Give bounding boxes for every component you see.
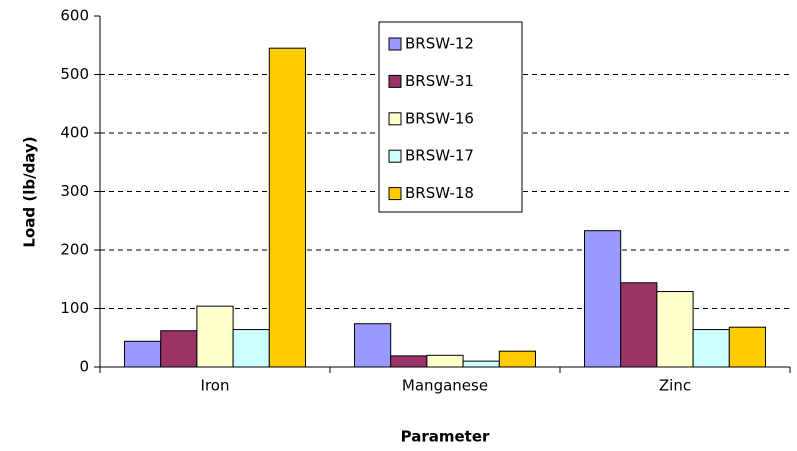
bar xyxy=(692,329,730,368)
bar xyxy=(353,323,392,368)
y-tick-label: 600 xyxy=(60,7,89,25)
bar xyxy=(656,291,694,368)
legend-swatch xyxy=(388,74,402,88)
bar xyxy=(232,329,270,368)
x-tick-label: Zinc xyxy=(659,377,691,395)
y-tick-label: 300 xyxy=(60,182,89,200)
legend-box xyxy=(378,21,523,213)
bar xyxy=(390,355,428,368)
legend-label: BRSW-17 xyxy=(405,147,474,165)
x-tick-label: Iron xyxy=(201,377,230,395)
bar xyxy=(268,47,307,368)
x-tick-label: Manganese xyxy=(402,377,488,395)
bar xyxy=(462,360,500,368)
legend-swatch xyxy=(388,149,402,163)
bar xyxy=(620,282,658,368)
y-axis-label: Load (lb/day) xyxy=(21,136,39,247)
bar xyxy=(498,350,537,368)
legend-swatch xyxy=(388,112,402,126)
legend-label: BRSW-12 xyxy=(405,35,474,53)
legend-label: BRSW-18 xyxy=(405,184,474,202)
bar xyxy=(123,340,162,368)
y-tick-label: 0 xyxy=(79,358,89,376)
bar xyxy=(728,326,767,368)
legend-swatch xyxy=(388,37,402,51)
y-tick-label: 100 xyxy=(60,299,89,317)
bar xyxy=(426,354,464,368)
legend-label: BRSW-31 xyxy=(405,72,474,90)
bar xyxy=(160,330,198,368)
x-axis-label: Parameter xyxy=(401,428,490,446)
legend-label: BRSW-16 xyxy=(405,109,474,127)
y-tick-label: 400 xyxy=(60,124,89,142)
legend-swatch xyxy=(388,187,402,201)
bar xyxy=(583,230,622,368)
y-tick-label: 500 xyxy=(60,65,89,83)
bar xyxy=(196,305,234,368)
y-tick-label: 200 xyxy=(60,241,89,259)
